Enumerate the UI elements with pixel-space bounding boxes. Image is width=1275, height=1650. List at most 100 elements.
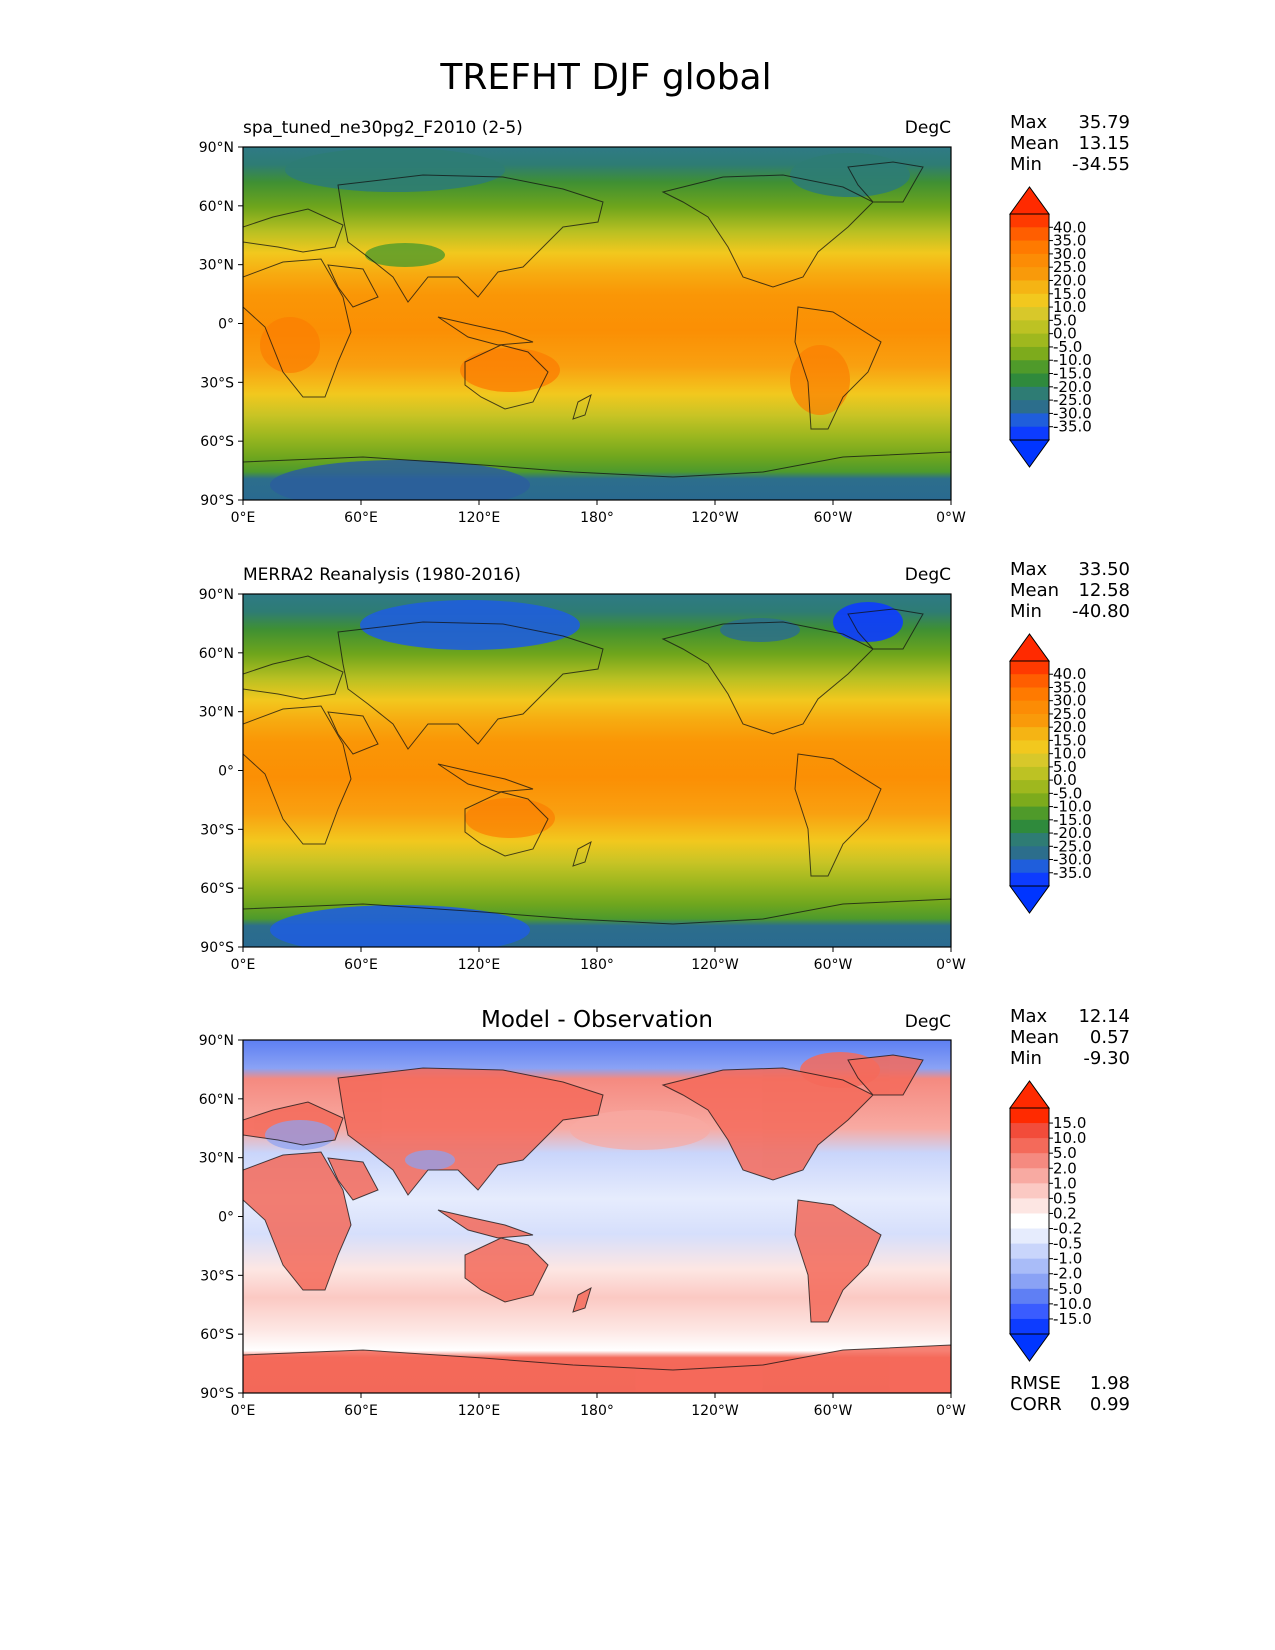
colorbar-band [1010,713,1049,728]
colorbar-band [1010,1123,1049,1139]
colorbar-band [1010,1273,1049,1290]
lon-tick-label: 60°E [344,1403,378,1419]
panel-model: spa_tuned_ne30pg2_F2010 (2-5) DegC [242,118,952,501]
colorbar-band [1010,373,1049,388]
colorbar-tick-label: 10.0 [1053,298,1086,316]
lon-tick-label: 120°E [458,510,501,526]
stat-value: -34.55 [1072,154,1130,175]
map-axes: 90°N60°N30°N0°30°S60°S90°S0°E 60°E 120°E 18… [199,140,966,1419]
lat-tick-label: 60°S [200,434,234,450]
colorbar-band [1010,819,1049,834]
colorbar-tick-label: -15.0 [1053,1310,1092,1328]
colorbar-band [1010,240,1049,255]
colorbar-band [1010,1303,1049,1320]
colorbar-tick-label: -5.0 [1053,1280,1082,1298]
panel-2-units: DegC [905,565,951,585]
colorbar-band [1010,360,1049,375]
colorbar-tick-label: -25.0 [1053,837,1092,855]
lat-tick-label: 30°S [200,822,234,838]
lon-tick-label: 120°W [691,1403,739,1419]
colorbar-band [1010,214,1049,228]
colorbar-band [1010,1318,1049,1335]
lon-tick-label: 60°W [814,1403,853,1419]
colorbar-band [1010,1168,1049,1184]
colorbar-tick-label: -0.2 [1053,1220,1082,1238]
lat-tick-label: 60°S [200,881,234,897]
colorbar-tick-label: -10.0 [1053,351,1092,369]
lon-tick-label: 0°E [231,510,256,526]
lat-tick-label: 90°N [199,140,234,156]
lat-tick-label: 60°N [199,199,234,215]
lon-tick-label: 0°E [231,957,256,973]
colorbar-band [1010,661,1049,675]
lon-tick-label: 60°E [344,510,378,526]
lon-tick-label: 120°W [691,957,739,973]
colorbar-band [1010,846,1049,861]
colorbar-band [1010,346,1049,361]
colorbar-band [1010,293,1049,308]
stat-label: Min [1010,154,1042,175]
colorbar-tick-label: -10.0 [1053,798,1092,816]
lon-tick-label: 0°W [936,510,966,526]
colorbar-band [1010,859,1049,874]
lon-tick-label: 0°E [231,1403,256,1419]
colorbar-tick-label: -10.0 [1053,1295,1092,1313]
colorbar-band [1010,1153,1049,1169]
colorbar-tick-label: -5.0 [1053,338,1082,356]
stats-blocks: Max 35.79 Mean 13.15 Min -34.55 Max 33.50 Mean 12… [1010,112,1130,1415]
lat-tick-label: 30°N [199,258,234,274]
lon-tick-label: 120°W [691,510,739,526]
lat-tick-label: 0° [218,1210,234,1226]
lat-tick-label: 90°N [199,1033,234,1049]
lon-tick-label: 60°E [344,957,378,973]
stat-label: Max [1010,1006,1048,1027]
colorbar-band [1010,872,1049,887]
colorbar-tick-label: -30.0 [1053,851,1092,869]
colorbar-tick-label: -15.0 [1053,365,1092,383]
lat-tick-label: 30°S [200,1268,234,1284]
colorbar-band [1010,1183,1049,1199]
lat-tick-label: 60°N [199,646,234,662]
panel-3-title: Model - Observation [481,1007,713,1033]
colorbar-band [1010,267,1049,281]
colorbar-band [1010,674,1049,688]
lat-tick-label: 0° [218,317,234,333]
colorbar-band [1010,307,1049,321]
stat-value: 0.57 [1090,1027,1130,1048]
colorbar-band [1010,766,1049,781]
stat-value: 12.14 [1078,1006,1130,1027]
colorbar-band [1010,740,1049,755]
stat-value: 13.15 [1078,133,1130,154]
colorbar-band [1010,1213,1049,1230]
colorbar-tick-label: 20.0 [1053,271,1086,289]
colorbar-frame [1009,660,1050,887]
lon-tick-label: 180° [580,957,614,973]
stat-value: 12.58 [1078,580,1130,601]
colorbar-band [1010,333,1049,348]
colorbar-tick-label: -35.0 [1053,418,1092,436]
colorbar-tick-label: 5.0 [1053,758,1077,776]
colorbar-band [1010,780,1049,794]
colorbar-tick-label: 1.0 [1053,1174,1077,1192]
colorbar-tick-label: 40.0 [1053,665,1086,683]
colorbar-frame [1009,213,1050,441]
lat-tick-label: 60°N [199,1092,234,1108]
colorbar-tick-label: 30.0 [1053,245,1086,263]
colorbar-tick-label: 5.0 [1053,311,1077,329]
colorbar-band [1010,806,1049,821]
colorbar-tick-label: -2.0 [1053,1265,1082,1283]
panel-difference: Model - Observation DegC [242,1007,952,1394]
metric-value: 1.98 [1090,1373,1130,1394]
colorbar-tick-label: -1.0 [1053,1250,1082,1268]
lat-tick-label: 0° [218,764,234,780]
lat-tick-label: 30°N [199,1151,234,1167]
lon-tick-label: 180° [580,510,614,526]
lat-tick-label: 90°S [200,1386,234,1402]
colorbar-band [1010,227,1049,242]
colorbar-tick-label: 15.0 [1053,285,1086,303]
lat-tick-label: 60°S [200,1327,234,1343]
colorbar-band [1010,1108,1049,1124]
colorbar-band [1010,1258,1049,1275]
lat-tick-label: 90°N [199,587,234,603]
